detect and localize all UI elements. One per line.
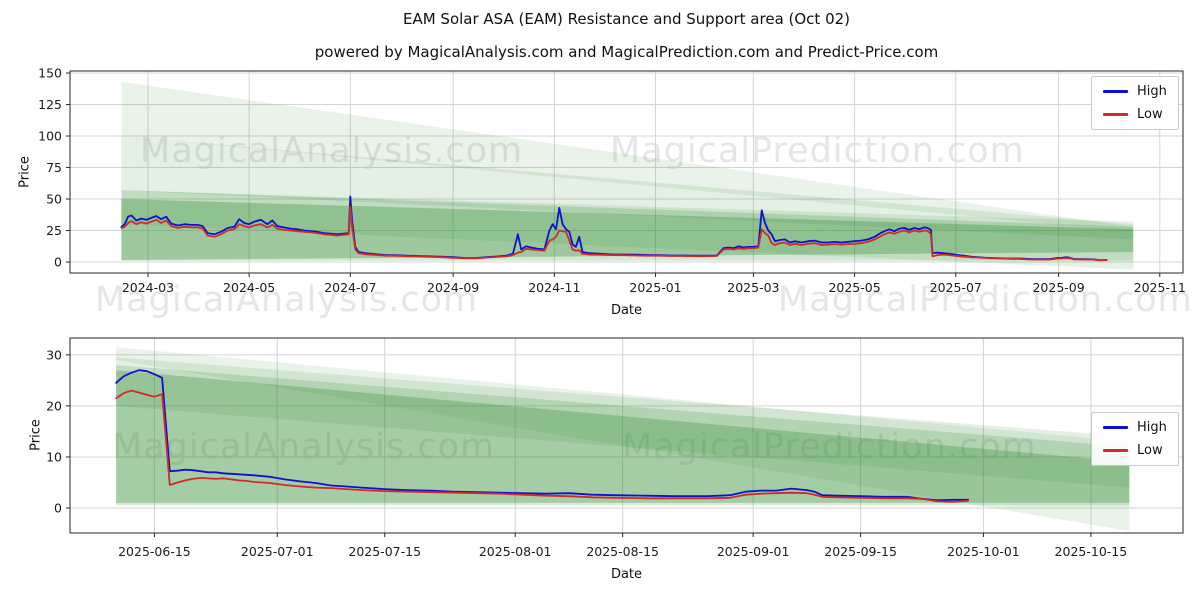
y-tick-label: 25: [46, 223, 62, 238]
x-tick-label: 2025-10-01: [947, 544, 1020, 559]
x-tick-label: 2025-08-01: [479, 544, 552, 559]
x-tick-label: 2024-05: [223, 280, 275, 295]
x-tick-label: 2024-09: [427, 280, 479, 295]
x-tick-label: 2025-09: [1032, 280, 1084, 295]
low-line-swatch: [1103, 449, 1128, 452]
watermark-prediction-middle: MagicalPrediction.com: [778, 280, 1193, 320]
support-area-1-band: [121, 190, 1134, 261]
x-tick-label: 2024-03: [122, 280, 174, 295]
series-high-line: [115, 369, 969, 502]
resistance-area-1-band: [121, 81, 1134, 232]
top-chart-legend: High Low: [1091, 76, 1179, 130]
top-x-axis-label: Date: [610, 303, 643, 318]
watermark-prediction-top: MagicalPrediction.com: [610, 131, 1025, 171]
watermark-analysis-top: MagicalAnalysis.com: [140, 131, 524, 171]
bottom-chart-legend: High Low: [1091, 412, 1179, 466]
series-low-line: [115, 389, 969, 503]
y-tick-label: 75: [46, 160, 62, 175]
plot-border: [69, 337, 1184, 534]
y-tick-label: 0: [54, 500, 62, 515]
bottom-x-axis-label: Date: [610, 567, 643, 582]
figure-subtitle: powered by MagicalAnalysis.com and Magic…: [314, 43, 939, 61]
x-tick-label: 2024-07: [324, 280, 376, 295]
legend-item-high: High: [1103, 84, 1167, 99]
x-tick-label: 2025-07: [930, 280, 982, 295]
x-tick-label: 2025-08-15: [586, 544, 659, 559]
legend-label-high: High: [1137, 420, 1167, 435]
x-tick-label: 2025-07-01: [241, 544, 314, 559]
x-tick-label: 2024-11: [528, 280, 580, 295]
watermark-prediction-bottom: MagicalPrediction.com: [622, 427, 1037, 467]
watermark-analysis-bottom: MagicalAnalysis.com: [112, 427, 496, 467]
legend-item-low: Low: [1103, 107, 1167, 122]
x-tick-label: 2025-09-01: [717, 544, 790, 559]
legend-label-low: Low: [1137, 107, 1163, 122]
y-tick-label: 100: [38, 129, 62, 144]
legend-item-high: High: [1103, 420, 1167, 435]
support-area-2-band: [116, 370, 1130, 503]
y-tick-label: 10: [46, 449, 62, 464]
x-tick-label: 2025-03: [727, 280, 779, 295]
low-line-swatch: [1103, 113, 1128, 116]
watermark-analysis-middle: MagicalAnalysis.com: [95, 280, 479, 320]
figure-title: EAM Solar ASA (EAM) Resistance and Suppo…: [402, 10, 851, 28]
resistance-area-1-band: [116, 347, 1130, 531]
resistance-area-3-band: [121, 190, 1134, 270]
legend-label-low: Low: [1137, 443, 1163, 458]
y-tick-label: 125: [38, 97, 62, 112]
y-tick-label: 50: [46, 192, 62, 207]
legend-label-high: High: [1137, 84, 1167, 99]
x-tick-label: 2025-07-15: [348, 544, 421, 559]
x-tick-label: 2025-01: [629, 280, 681, 295]
x-tick-label: 2025-05: [828, 280, 880, 295]
support-area-2-band: [121, 199, 1134, 261]
series-low-line: [120, 205, 1108, 262]
y-tick-label: 0: [54, 255, 62, 270]
x-tick-label: 2025-09-15: [824, 544, 897, 559]
x-tick-label: 2025-11: [1134, 280, 1186, 295]
y-tick-label: 150: [38, 66, 62, 81]
y-tick-label: 20: [46, 398, 62, 413]
plot-border: [69, 70, 1184, 274]
high-line-swatch: [1103, 90, 1128, 93]
resistance-area-2-band: [116, 357, 1130, 488]
x-tick-label: 2025-06-15: [118, 544, 191, 559]
y-tick-label: 30: [46, 347, 62, 362]
x-tick-label: 2025-10-15: [1055, 544, 1128, 559]
high-line-swatch: [1103, 426, 1128, 429]
resistance-area-2-band: [121, 136, 1134, 240]
support-area-1-band: [116, 365, 1130, 506]
legend-item-low: Low: [1103, 443, 1167, 458]
